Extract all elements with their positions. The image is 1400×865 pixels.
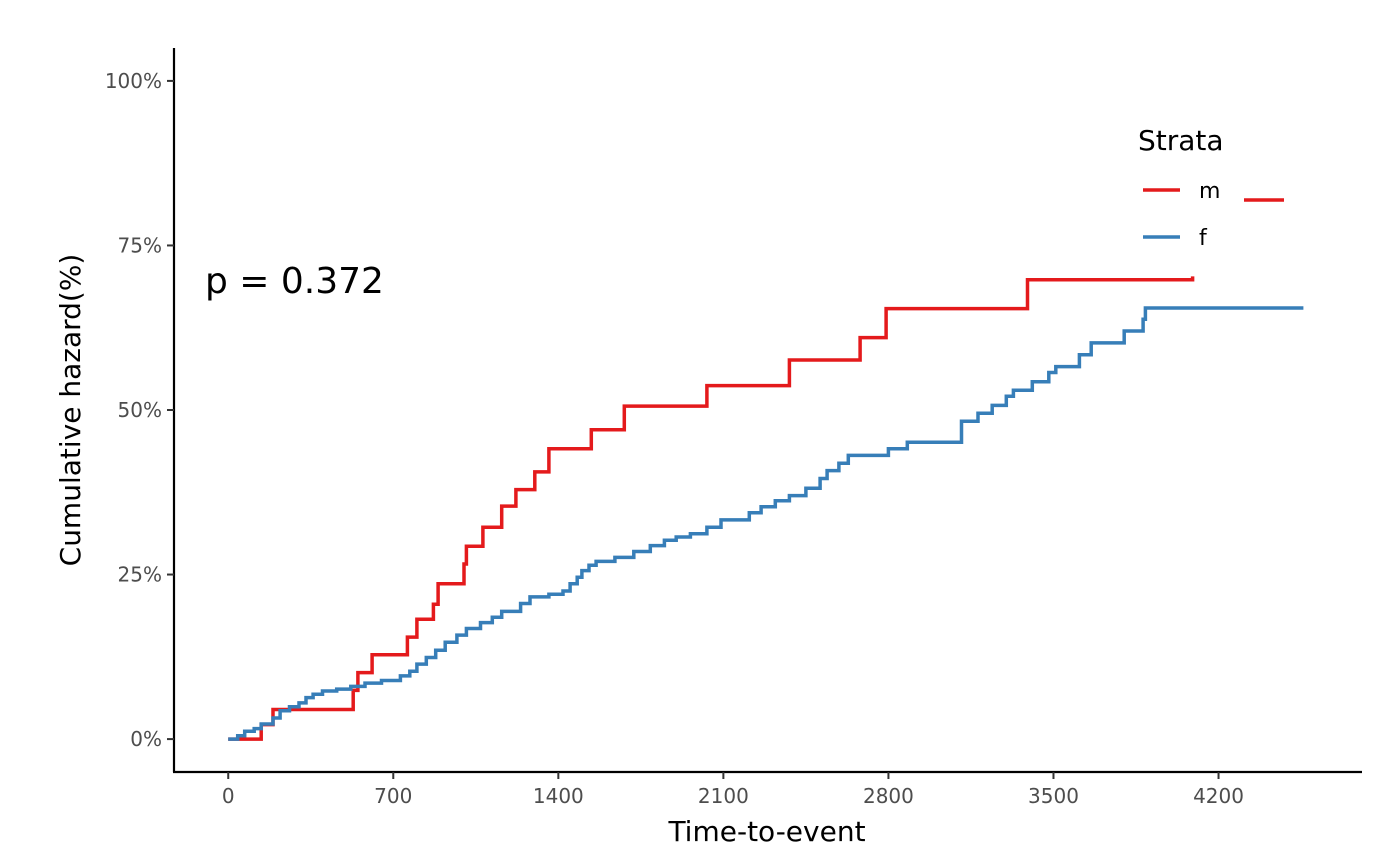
x-tick-label: 2800 (863, 784, 914, 808)
x-tick-label: 4200 (1193, 784, 1244, 808)
series-line-f (228, 306, 1304, 741)
y-tick-label: 75% (118, 233, 162, 257)
y-tick-label: 50% (118, 398, 162, 422)
x-axis-title: Time-to-event (667, 815, 865, 848)
x-tick-label: 1400 (533, 784, 584, 808)
x-tick-label: 0 (222, 784, 235, 808)
legend-label-m: m (1199, 179, 1220, 204)
p-value-annotation: p = 0.372 (205, 261, 384, 302)
legend: Strata m f (1138, 124, 1284, 251)
y-ticks: 0% 25% 50% 75% 100% (105, 69, 174, 751)
series-lines (228, 276, 1304, 741)
x-tick-label: 700 (374, 784, 412, 808)
y-tick-label: 100% (105, 69, 162, 93)
x-tick-label: 3500 (1028, 784, 1079, 808)
y-tick-label: 25% (118, 563, 162, 587)
legend-label-f: f (1199, 226, 1208, 251)
series-line-m (228, 276, 1195, 741)
x-tick-label: 2100 (698, 784, 749, 808)
y-tick-label: 0% (130, 727, 162, 751)
legend-title: Strata (1138, 124, 1224, 157)
axes: 0 700 1400 2100 2800 3500 4200 0% 25% 50% 75% 100% (105, 48, 1362, 808)
y-axis-title: Cumulative hazard(%) (54, 254, 87, 567)
x-ticks: 0 700 1400 2100 2800 3500 4200 (222, 772, 1244, 808)
